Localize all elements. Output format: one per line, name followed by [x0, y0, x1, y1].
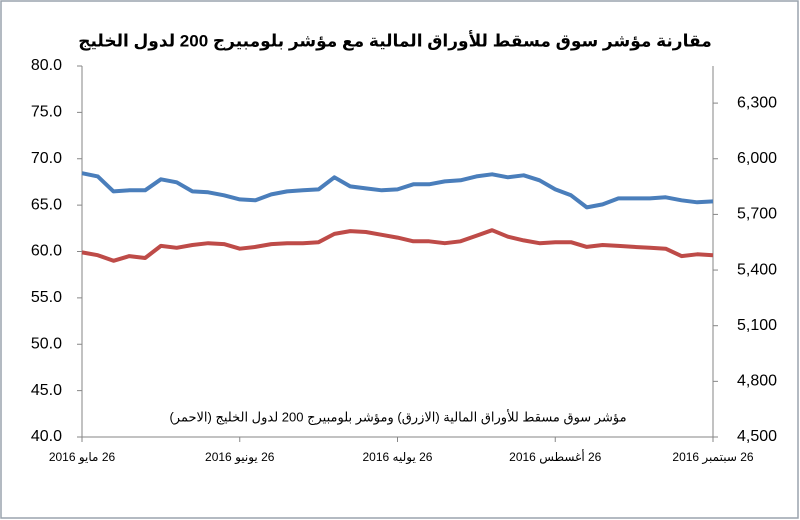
- chart-title: مقارنة مؤشر سوق مسقط للأوراق المالية مع …: [78, 30, 712, 51]
- y-tick-label: 60.0: [31, 243, 62, 260]
- series-line: [81, 171, 714, 210]
- y2-tick-label: 5,400: [737, 261, 777, 278]
- y-tick-label: 50.0: [31, 335, 62, 352]
- y2-tick-label: 4,500: [737, 428, 777, 445]
- y2-tick-label: 6,000: [737, 150, 777, 167]
- y2-tick-label: 5,100: [737, 317, 777, 334]
- y2-tick-label: 4,800: [737, 373, 777, 390]
- y-tick-label: 45.0: [31, 382, 62, 399]
- annotation: مؤشر سوق مسقط للأوراق المالية (الازرق) و…: [169, 408, 626, 425]
- y2-tick-label: 5,700: [737, 206, 777, 223]
- y-tick-label: 70.0: [31, 150, 62, 167]
- x-tick-label: 26 يونيو 2016: [205, 450, 275, 465]
- x-tick-label: 26 سبتمبر 2016: [672, 450, 754, 465]
- y-tick-label: 55.0: [31, 289, 62, 306]
- y2-tick-label: 6,300: [737, 94, 777, 111]
- y-tick-label: 80.0: [31, 57, 62, 74]
- x-tick-label: 26 أغسطس 2016: [509, 449, 602, 465]
- x-tick-label: 26 يوليه 2016: [363, 450, 433, 465]
- y-tick-label: 40.0: [31, 428, 62, 445]
- y-tick-label: 75.0: [31, 104, 62, 121]
- x-tick-label: 26 مايو 2016: [49, 450, 116, 465]
- y-tick-label: 65.0: [31, 196, 62, 213]
- series-line: [81, 228, 714, 263]
